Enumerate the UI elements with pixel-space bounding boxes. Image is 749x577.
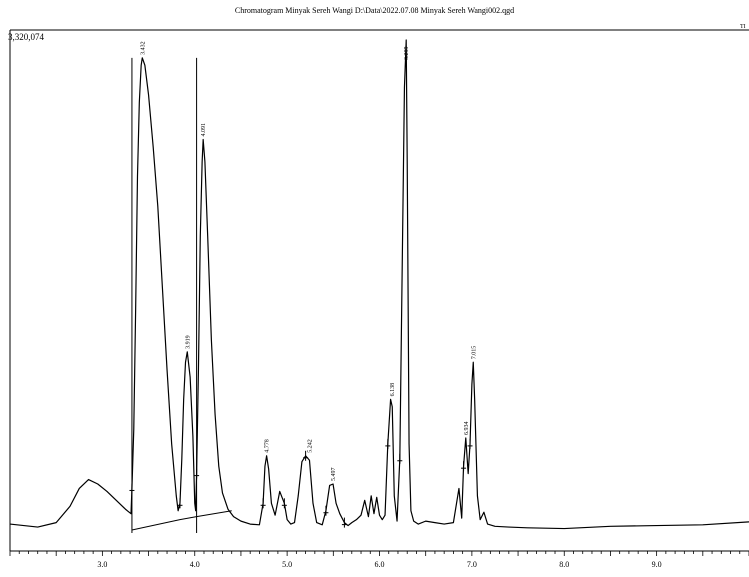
peak-labels: 3.432 3.919 4.091 4.778 5.242 5.497 6.138 6.289… [140, 41, 477, 481]
peak-rt-label: 6.934 [464, 421, 470, 435]
chromatogram-trace [9, 39, 749, 530]
peak-rt-label: 5.497 [331, 467, 337, 481]
x-tick-label: 8.0 [559, 560, 569, 569]
peak-rt-label: 6.289 [404, 47, 410, 61]
x-tick-label: 5.0 [282, 560, 292, 569]
x-tick-label: 4.0 [190, 560, 200, 569]
baseline-line [131, 510, 232, 531]
plot-frame [9, 29, 749, 551]
peak-rt-label: 3.432 [140, 41, 146, 55]
peak-rt-label: 4.091 [201, 123, 207, 137]
signal-trace [9, 39, 749, 530]
peak-rt-label: 4.778 [265, 439, 271, 453]
chart-title: Chromatogram Minyak Sereh Wangi D:\Data\… [234, 6, 515, 15]
peak-rt-label: 7.015 [471, 346, 477, 360]
peak-rt-label: 6.138 [390, 383, 396, 397]
x-tick-label: 3.0 [97, 560, 107, 569]
x-tick-label: 7.0 [467, 560, 477, 569]
x-tick-label: 9.0 [652, 560, 662, 569]
peak-rt-label: 3.919 [185, 335, 191, 349]
x-tick-label: 6.0 [375, 560, 385, 569]
x-axis: 3.0 4.0 5.0 6.0 7.0 8.0 9.0 [9, 550, 749, 569]
corner-label: TI [740, 24, 746, 30]
y-max-label: 3,320,074 [8, 32, 45, 42]
integration-marks [129, 438, 473, 528]
peak-rt-label: 5.242 [307, 439, 313, 453]
